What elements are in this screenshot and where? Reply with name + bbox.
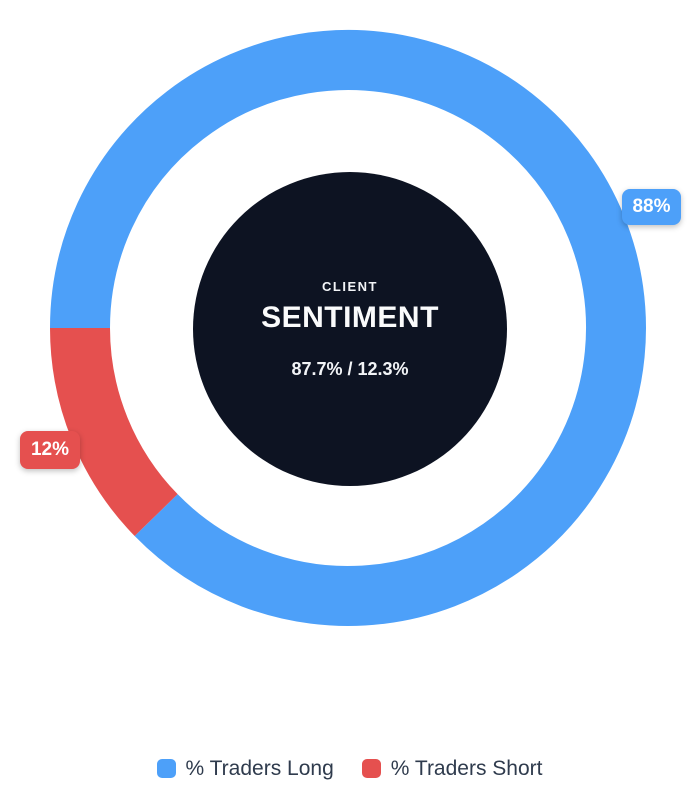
- short-percentage-badge: 12%: [20, 431, 80, 469]
- long-percentage-badge: 88%: [622, 189, 681, 225]
- legend-swatch-short: [361, 759, 381, 779]
- donut-segment-long[interactable]: [50, 30, 646, 626]
- donut-chart: [50, 30, 646, 626]
- legend-label-short: % Traders Short: [390, 757, 543, 780]
- legend-item-short[interactable]: % Traders Short: [361, 756, 543, 781]
- legend: % Traders Long % Traders Short: [0, 756, 699, 781]
- center-title-main: SENTIMENT: [261, 300, 439, 334]
- legend-label-long: % Traders Long: [185, 757, 334, 780]
- center-disc: CLIENT SENTIMENT 87.7% / 12.3%: [193, 172, 507, 486]
- center-values: 87.7% / 12.3%: [291, 358, 409, 379]
- legend-item-long[interactable]: % Traders Long: [156, 756, 334, 781]
- legend-swatch-long: [156, 759, 176, 779]
- donut-segment-short[interactable]: [50, 327, 178, 537]
- center-title-top: CLIENT: [322, 278, 378, 294]
